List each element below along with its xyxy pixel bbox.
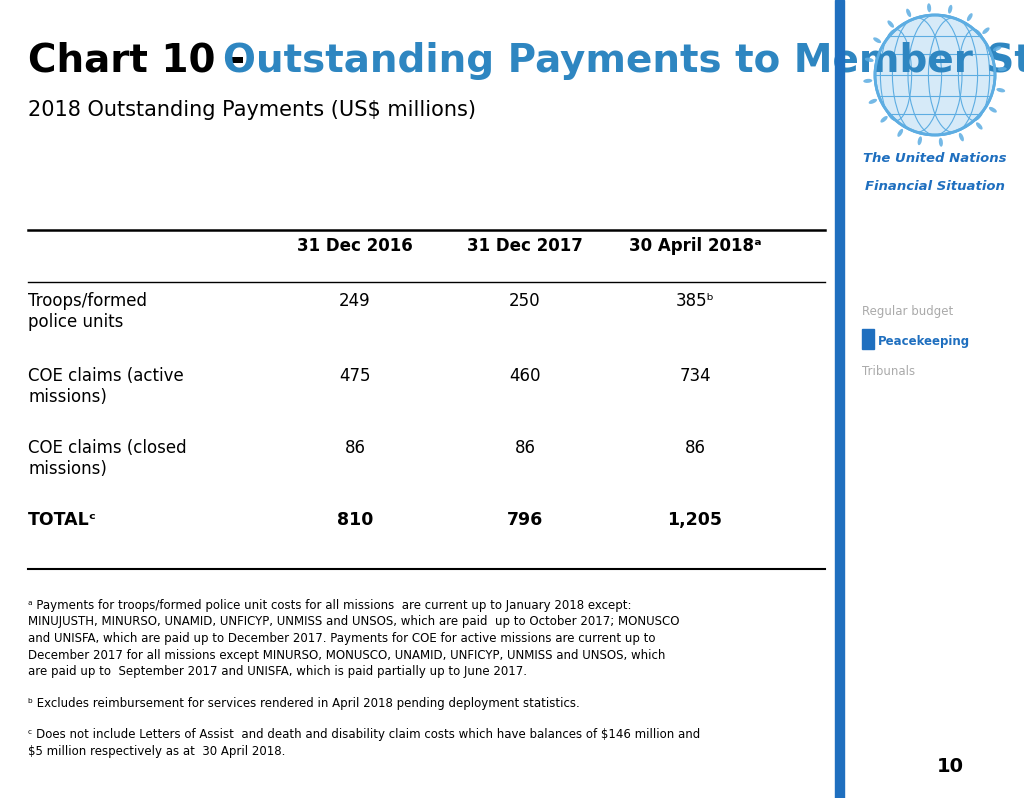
- Text: COE claims (closed
missions): COE claims (closed missions): [28, 439, 186, 478]
- Text: 385ᵇ: 385ᵇ: [676, 292, 715, 310]
- Text: 86: 86: [684, 439, 706, 457]
- Text: December 2017 for all missions except MINURSO, MONUSCO, UNAMID, UNFICYP, UNMISS : December 2017 for all missions except MI…: [28, 649, 666, 662]
- Ellipse shape: [868, 99, 878, 104]
- Text: Peacekeeping: Peacekeeping: [878, 335, 970, 348]
- Ellipse shape: [958, 133, 964, 141]
- Ellipse shape: [865, 57, 873, 62]
- Ellipse shape: [906, 9, 911, 17]
- Text: Regular budget: Regular budget: [862, 305, 953, 318]
- Ellipse shape: [873, 38, 881, 43]
- Text: Financial Situation: Financial Situation: [865, 180, 1005, 193]
- Bar: [862, 329, 874, 349]
- Text: COE claims (active
missions): COE claims (active missions): [28, 367, 183, 406]
- Ellipse shape: [863, 79, 872, 83]
- Ellipse shape: [918, 136, 922, 145]
- Ellipse shape: [881, 116, 888, 123]
- Text: 86: 86: [514, 439, 536, 457]
- Ellipse shape: [976, 122, 983, 129]
- Ellipse shape: [982, 27, 989, 34]
- Ellipse shape: [993, 46, 1001, 51]
- Ellipse shape: [927, 3, 931, 12]
- Text: 249: 249: [339, 292, 371, 310]
- Text: 2018 Outstanding Payments (US$ millions): 2018 Outstanding Payments (US$ millions): [28, 100, 476, 120]
- Ellipse shape: [996, 88, 1006, 93]
- Text: MINUJUSTH, MINURSO, UNAMID, UNFICYP, UNMISS and UNSOS, which are paid  up to Oct: MINUJUSTH, MINURSO, UNAMID, UNFICYP, UNM…: [28, 615, 680, 629]
- Text: The United Nations: The United Nations: [863, 152, 1007, 165]
- Text: 460: 460: [509, 367, 541, 385]
- Ellipse shape: [897, 128, 903, 136]
- Bar: [835, 0, 844, 798]
- Text: ᵃ Payments for troops/formed police unit costs for all missions  are current up : ᵃ Payments for troops/formed police unit…: [28, 599, 632, 612]
- Text: 86: 86: [344, 439, 366, 457]
- Ellipse shape: [989, 107, 996, 113]
- Ellipse shape: [997, 67, 1007, 71]
- Ellipse shape: [948, 5, 952, 14]
- Text: Chart 10 -: Chart 10 -: [28, 42, 259, 80]
- Text: 10: 10: [937, 757, 964, 776]
- Text: Outstanding Payments to Member States: Outstanding Payments to Member States: [223, 42, 1024, 80]
- Text: 810: 810: [337, 511, 373, 529]
- Text: Tribunals: Tribunals: [862, 365, 915, 378]
- Text: 31 Dec 2017: 31 Dec 2017: [467, 237, 583, 255]
- Ellipse shape: [888, 21, 894, 28]
- Text: 31 Dec 2016: 31 Dec 2016: [297, 237, 413, 255]
- Ellipse shape: [939, 138, 943, 147]
- Circle shape: [874, 15, 995, 135]
- Ellipse shape: [967, 13, 973, 21]
- Text: Troops/formed
police units: Troops/formed police units: [28, 292, 147, 331]
- Text: TOTALᶜ: TOTALᶜ: [28, 511, 97, 529]
- Text: 1,205: 1,205: [668, 511, 723, 529]
- Text: $5 million respectively as at  30 April 2018.: $5 million respectively as at 30 April 2…: [28, 745, 286, 757]
- Text: ᵇ Excludes reimbursement for services rendered in April 2018 pending deployment : ᵇ Excludes reimbursement for services re…: [28, 697, 580, 709]
- Text: 475: 475: [339, 367, 371, 385]
- Text: 30 April 2018ᵃ: 30 April 2018ᵃ: [629, 237, 761, 255]
- Text: and UNISFA, which are paid up to December 2017. Payments for COE for active miss: and UNISFA, which are paid up to Decembe…: [28, 632, 655, 645]
- Text: ᶜ Does not include Letters of Assist  and death and disability claim costs which: ᶜ Does not include Letters of Assist and…: [28, 728, 700, 741]
- Text: 734: 734: [679, 367, 711, 385]
- Text: 796: 796: [507, 511, 543, 529]
- Text: 250: 250: [509, 292, 541, 310]
- Text: are paid up to  September 2017 and UNISFA, which is paid partially up to June 20: are paid up to September 2017 and UNISFA…: [28, 665, 527, 678]
